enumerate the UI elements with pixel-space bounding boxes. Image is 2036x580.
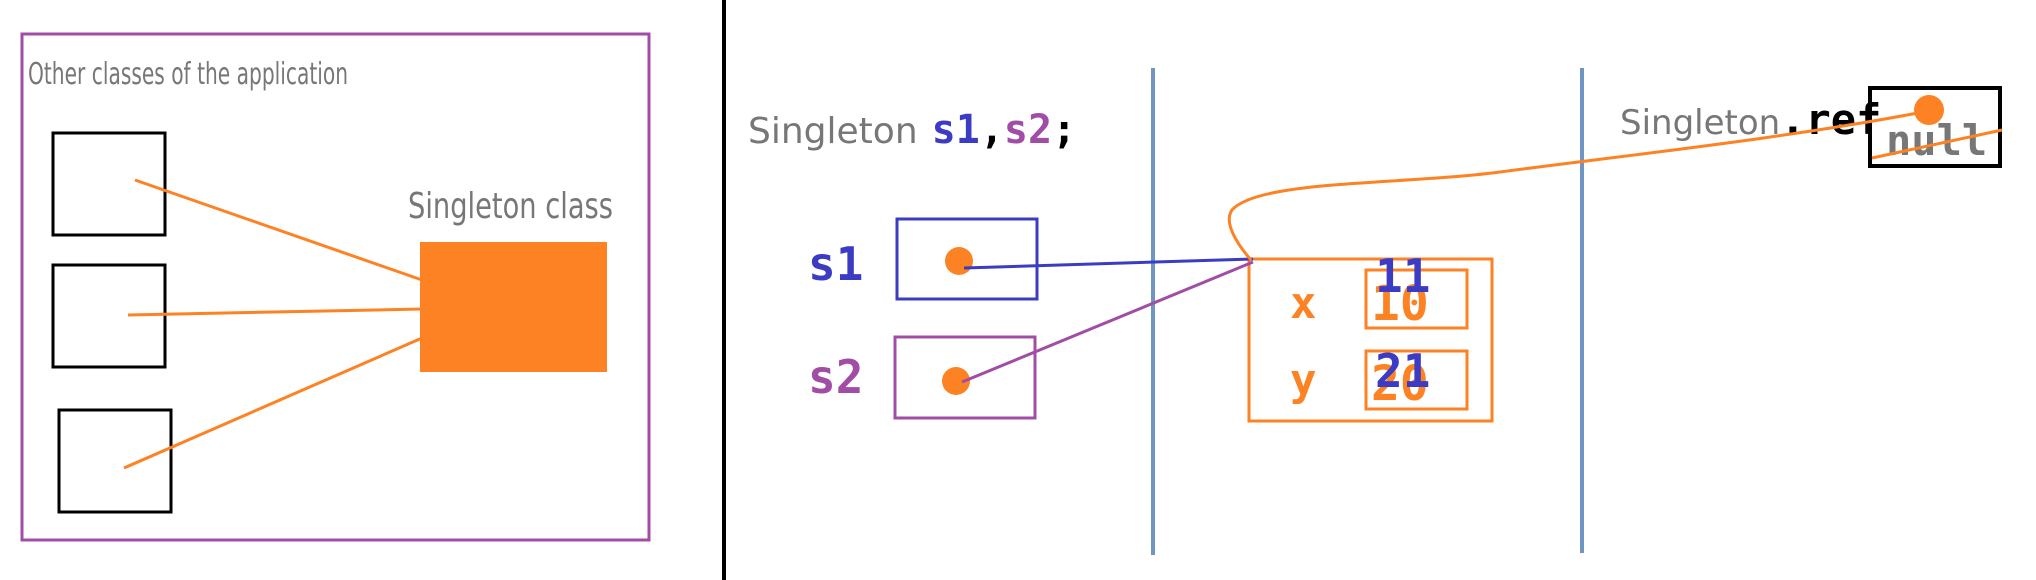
other-class-box-3 bbox=[57, 408, 173, 514]
field-y-old-value: 20 bbox=[1371, 356, 1429, 412]
static-ref-class: Singleton bbox=[1620, 103, 1780, 143]
static-ref-field: .ref bbox=[1780, 95, 1881, 144]
singleton-object bbox=[1247, 257, 1494, 423]
static-ref-old-value: null bbox=[1886, 116, 1987, 165]
s2-reference-arrow bbox=[961, 260, 1254, 384]
link-box3-to-singleton bbox=[123, 336, 423, 470]
link-box1-to-singleton bbox=[134, 178, 423, 282]
declaration-semicolon: ; bbox=[1052, 107, 1076, 153]
field-y-name: y bbox=[1290, 355, 1317, 406]
static-reference-arrow bbox=[1227, 109, 1929, 261]
application-frame bbox=[20, 32, 651, 542]
declaration-type: Singleton bbox=[748, 111, 918, 152]
null-strikethrough bbox=[1871, 128, 2003, 160]
field-x-name: x bbox=[1290, 278, 1317, 329]
declaration-comma: , bbox=[980, 107, 1004, 153]
other-class-box-2 bbox=[51, 263, 167, 369]
singleton-class-label: Singleton class bbox=[408, 186, 613, 227]
s2-label: s2 bbox=[808, 350, 863, 404]
declaration-s1: s1 bbox=[932, 107, 980, 153]
s2-pointer-dot bbox=[942, 367, 970, 395]
singleton-class-box bbox=[420, 242, 607, 372]
other-class-box-1 bbox=[51, 131, 167, 237]
s2-box bbox=[893, 335, 1037, 420]
field-x-box bbox=[1364, 268, 1469, 330]
link-box2-to-singleton bbox=[127, 307, 423, 317]
field-y-box bbox=[1364, 349, 1469, 411]
application-title: Other classes of the application bbox=[28, 57, 348, 92]
field-x-new-value: 11 bbox=[1375, 249, 1430, 303]
static-ref-expression: Singleton.ref bbox=[1620, 95, 1881, 144]
field-y-new-value: 21 bbox=[1375, 344, 1430, 398]
s1-label: s1 bbox=[808, 237, 863, 291]
s1-box bbox=[895, 217, 1039, 301]
static-ref-box bbox=[1868, 86, 2002, 168]
static-ref-pointer-dot bbox=[1914, 95, 1944, 125]
field-x-old-value: 10 bbox=[1371, 276, 1429, 332]
declaration-code: Singleton s1,s2; bbox=[748, 107, 1076, 153]
s1-reference-arrow bbox=[963, 257, 1254, 270]
declaration-s2: s2 bbox=[1004, 107, 1052, 153]
s1-pointer-dot bbox=[945, 247, 973, 275]
